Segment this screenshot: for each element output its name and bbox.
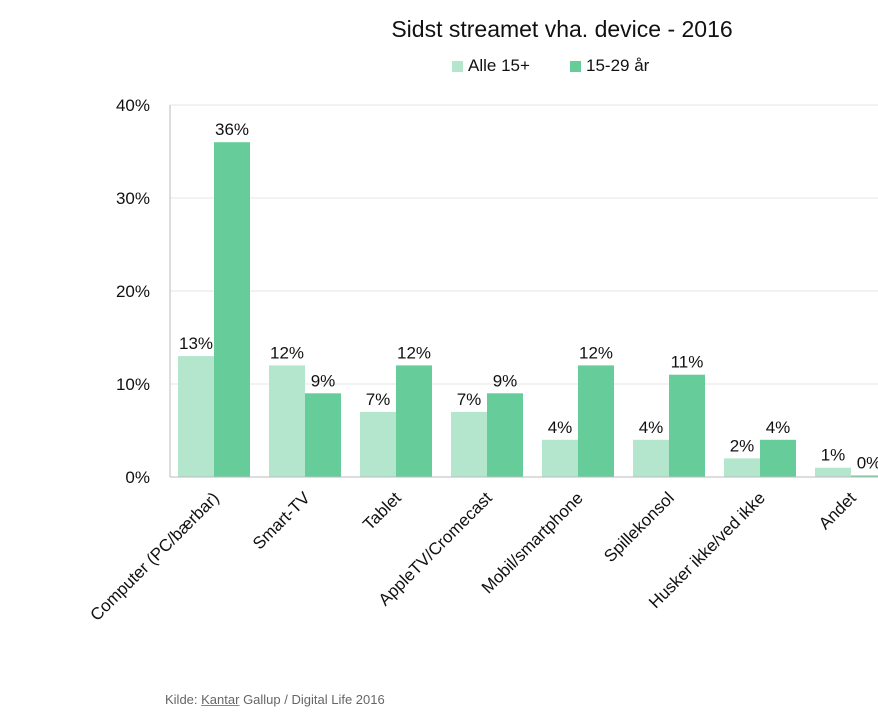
data-label: 2% xyxy=(730,436,755,455)
legend-swatch-15-29 xyxy=(570,61,581,72)
y-tick-label: 10% xyxy=(116,375,150,394)
bar xyxy=(724,458,760,477)
data-label: 1% xyxy=(821,446,846,465)
source-note: Kilde: Kantar Gallup / Digital Life 2016 xyxy=(165,692,385,707)
y-tick-label: 20% xyxy=(116,282,150,301)
bar xyxy=(305,393,341,477)
data-label: 13% xyxy=(179,334,213,353)
data-label: 11% xyxy=(671,353,704,372)
source-name: Kantar xyxy=(201,692,240,707)
bar xyxy=(360,411,396,477)
data-label: 12% xyxy=(270,343,304,362)
bar xyxy=(396,365,432,477)
bar xyxy=(815,467,851,477)
bar xyxy=(760,439,796,477)
bar xyxy=(178,356,214,477)
data-label: 9% xyxy=(311,371,336,390)
data-label: 4% xyxy=(548,418,573,437)
x-tick-label: Spillekonsol xyxy=(600,488,678,566)
legend-swatch-alle-15 xyxy=(452,61,463,72)
bar xyxy=(542,439,578,477)
data-label: 7% xyxy=(366,390,391,409)
data-label: 36% xyxy=(215,120,249,139)
y-tick-label: 30% xyxy=(116,189,150,208)
bar xyxy=(578,365,614,477)
data-label: 0% xyxy=(857,454,878,473)
bar xyxy=(487,393,523,477)
bar xyxy=(269,365,305,477)
x-tick-label: Mobil/smartphone xyxy=(478,488,587,597)
x-tick-label: Andet xyxy=(815,488,860,533)
data-label: 9% xyxy=(493,371,518,390)
bar xyxy=(633,439,669,477)
x-tick-label: Tablet xyxy=(359,488,405,534)
y-tick-label: 0% xyxy=(125,468,150,487)
source-rest: Gallup / Digital Life 2016 xyxy=(239,692,385,707)
bar xyxy=(451,411,487,477)
data-label: 12% xyxy=(579,343,613,362)
bar xyxy=(851,475,878,477)
chart-title: Sidst streamet vha. device - 2016 xyxy=(391,16,732,42)
data-label: 4% xyxy=(766,418,791,437)
x-tick-label: Computer (PC/bærbar) xyxy=(86,488,222,624)
data-label: 4% xyxy=(639,418,664,437)
data-label: 12% xyxy=(397,343,431,362)
source-prefix: Kilde: xyxy=(165,692,202,707)
data-label: 7% xyxy=(457,390,482,409)
x-tick-label: Smart-TV xyxy=(249,488,314,553)
legend-label-15-29: 15-29 år xyxy=(586,56,650,75)
legend-label-alle-15: Alle 15+ xyxy=(468,56,530,75)
bar xyxy=(669,374,705,477)
y-tick-label: 40% xyxy=(116,96,150,115)
bar xyxy=(214,142,250,477)
